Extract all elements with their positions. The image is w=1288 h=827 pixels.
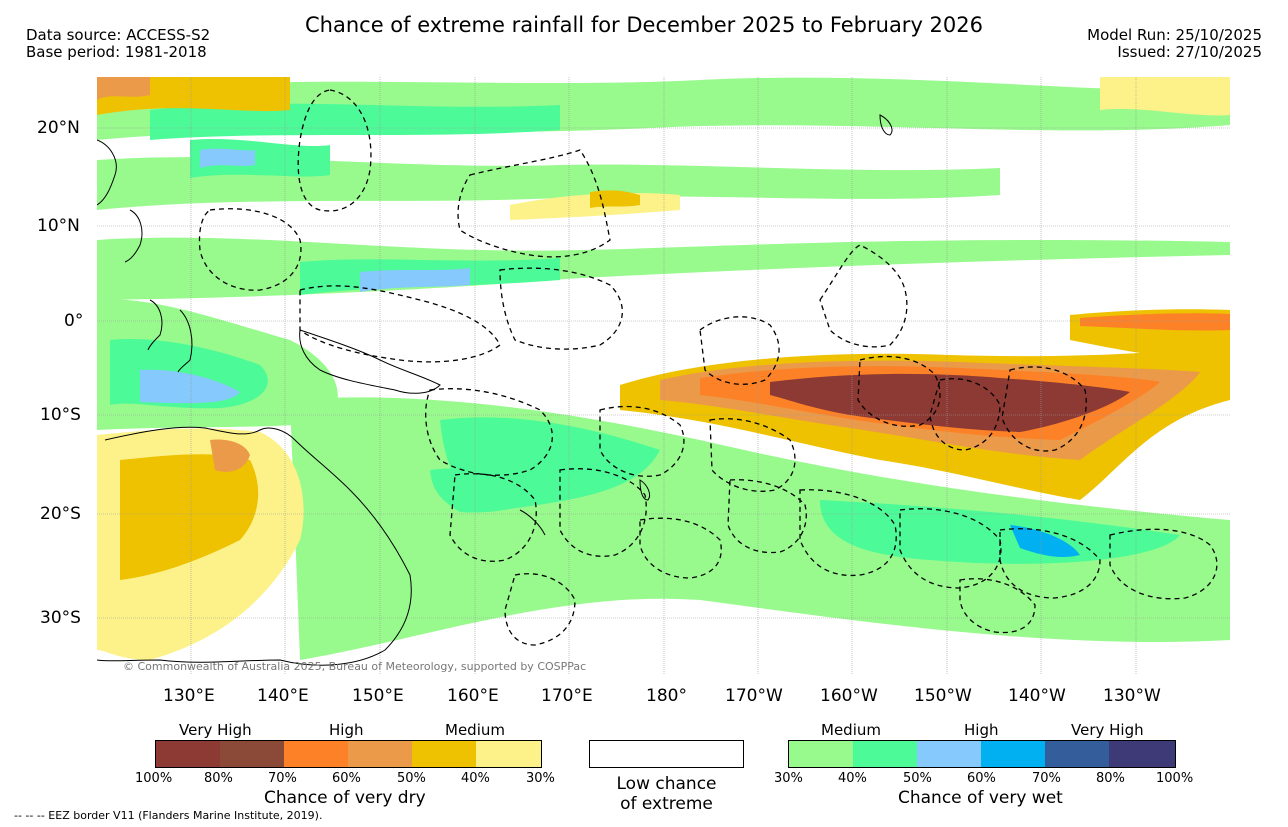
wet-swatch-5 bbox=[1045, 741, 1110, 767]
dry-tick-30: 30% bbox=[526, 771, 555, 786]
wet-tick-80: 80% bbox=[1096, 771, 1125, 786]
eez-border-note: -- -- -- EEZ border V11 (Flanders Marine… bbox=[14, 809, 323, 822]
dry-legend-bar bbox=[155, 740, 542, 768]
wet-spcz-blue bbox=[1010, 525, 1080, 558]
data-source-text: Data source: ACCESS-S2 bbox=[26, 26, 211, 44]
low-chance-swatch bbox=[589, 740, 744, 768]
model-run-text: Model Run: 25/10/2025 bbox=[1087, 26, 1262, 44]
dry-east-equator-high bbox=[1080, 313, 1230, 331]
dry-tick-40: 40% bbox=[461, 771, 490, 786]
wet-band-north-medium bbox=[150, 103, 560, 140]
lat-label-30s: 30°S bbox=[40, 608, 81, 628]
dry-swatch-2 bbox=[220, 741, 285, 767]
lon-label-140e: 140°E bbox=[257, 686, 309, 706]
dry-tick-60: 60% bbox=[332, 771, 361, 786]
dry-legend-high-label: High bbox=[329, 721, 364, 739]
wet-vanuatu-medium bbox=[430, 468, 560, 513]
wet-maritime-blue bbox=[140, 369, 240, 404]
wet-swatch-1 bbox=[789, 741, 854, 767]
wet-swatch-3 bbox=[917, 741, 982, 767]
dry-tick-80: 80% bbox=[204, 771, 233, 786]
wet-tick-50: 50% bbox=[903, 771, 932, 786]
dry-legend-very-high-label: Very High bbox=[179, 721, 252, 739]
wet-tick-30: 30% bbox=[774, 771, 803, 786]
wet-tick-60: 60% bbox=[967, 771, 996, 786]
wet-swatch-2 bbox=[853, 741, 918, 767]
wet-swatch-4 bbox=[981, 741, 1046, 767]
dry-equatorial-very-high bbox=[770, 373, 1130, 432]
lat-label-20s: 20°S bbox=[40, 504, 81, 524]
wet-patch-blue-2 bbox=[360, 268, 470, 292]
lat-label-20n: 20°N bbox=[37, 118, 80, 138]
dry-tick-70: 70% bbox=[268, 771, 297, 786]
wet-tick-100: 100% bbox=[1156, 771, 1194, 786]
wet-legend-high-label: High bbox=[964, 721, 999, 739]
dry-swatch-6 bbox=[476, 741, 541, 767]
dry-tick-50: 50% bbox=[397, 771, 426, 786]
dry-swatch-1 bbox=[156, 741, 221, 767]
wet-tick-40: 40% bbox=[838, 771, 867, 786]
lon-label-170w: 170°W bbox=[725, 686, 783, 706]
wet-swatch-6 bbox=[1109, 741, 1175, 767]
graticule bbox=[97, 77, 1230, 675]
dry-australia-high bbox=[210, 439, 250, 472]
lon-label-150e: 150°E bbox=[352, 686, 404, 706]
lon-label-180: 180° bbox=[646, 686, 687, 706]
wet-legend-caption: Chance of very wet bbox=[898, 788, 1063, 808]
dry-patch-northeast bbox=[1100, 77, 1230, 116]
lon-label-160e: 160°E bbox=[447, 686, 499, 706]
wet-patch-philippine-sea bbox=[190, 138, 330, 178]
lon-label-150w: 150°W bbox=[914, 686, 972, 706]
issued-date-text: Issued: 27/10/2025 bbox=[1117, 43, 1262, 61]
map-fields bbox=[97, 77, 1230, 675]
wet-tick-70: 70% bbox=[1032, 771, 1061, 786]
eez-borders bbox=[198, 89, 1218, 646]
lat-label-0: 0° bbox=[64, 311, 84, 331]
dry-australia-medium bbox=[120, 454, 259, 580]
lat-label-10s: 10°S bbox=[40, 405, 81, 425]
map-title: Chance of extreme rainfall for December … bbox=[305, 13, 983, 37]
wet-legend-bar bbox=[788, 740, 1176, 768]
wet-spcz-medium-2 bbox=[820, 500, 1180, 564]
lon-label-140w: 140°W bbox=[1008, 686, 1066, 706]
dry-patch-central-north-medium bbox=[590, 190, 640, 208]
lon-label-160w: 160°W bbox=[820, 686, 878, 706]
dry-swatch-5 bbox=[412, 741, 477, 767]
wet-patch-blue-1 bbox=[200, 148, 255, 168]
dry-tick-100: 100% bbox=[135, 771, 173, 786]
lon-label-130w: 130°W bbox=[1103, 686, 1161, 706]
lon-label-170e: 170°E bbox=[541, 686, 593, 706]
low-chance-label-line2: of extreme bbox=[620, 794, 713, 814]
dry-legend-caption: Chance of very dry bbox=[264, 788, 426, 808]
lat-label-10n: 10°N bbox=[37, 216, 80, 236]
wet-legend-very-high-label: Very High bbox=[1071, 721, 1144, 739]
dry-swatch-3 bbox=[284, 741, 349, 767]
dry-swatch-4 bbox=[348, 741, 413, 767]
dry-patch-northwest-high bbox=[97, 77, 150, 100]
dry-legend-medium-label: Medium bbox=[445, 721, 505, 739]
low-chance-label-line1: Low chance bbox=[616, 774, 717, 794]
wet-legend-medium-label: Medium bbox=[821, 721, 881, 739]
base-period-text: Base period: 1981-2018 bbox=[26, 43, 207, 61]
lon-label-130e: 130°E bbox=[163, 686, 215, 706]
map-credit: © Commonwealth of Australia 2025, Bureau… bbox=[123, 660, 587, 673]
